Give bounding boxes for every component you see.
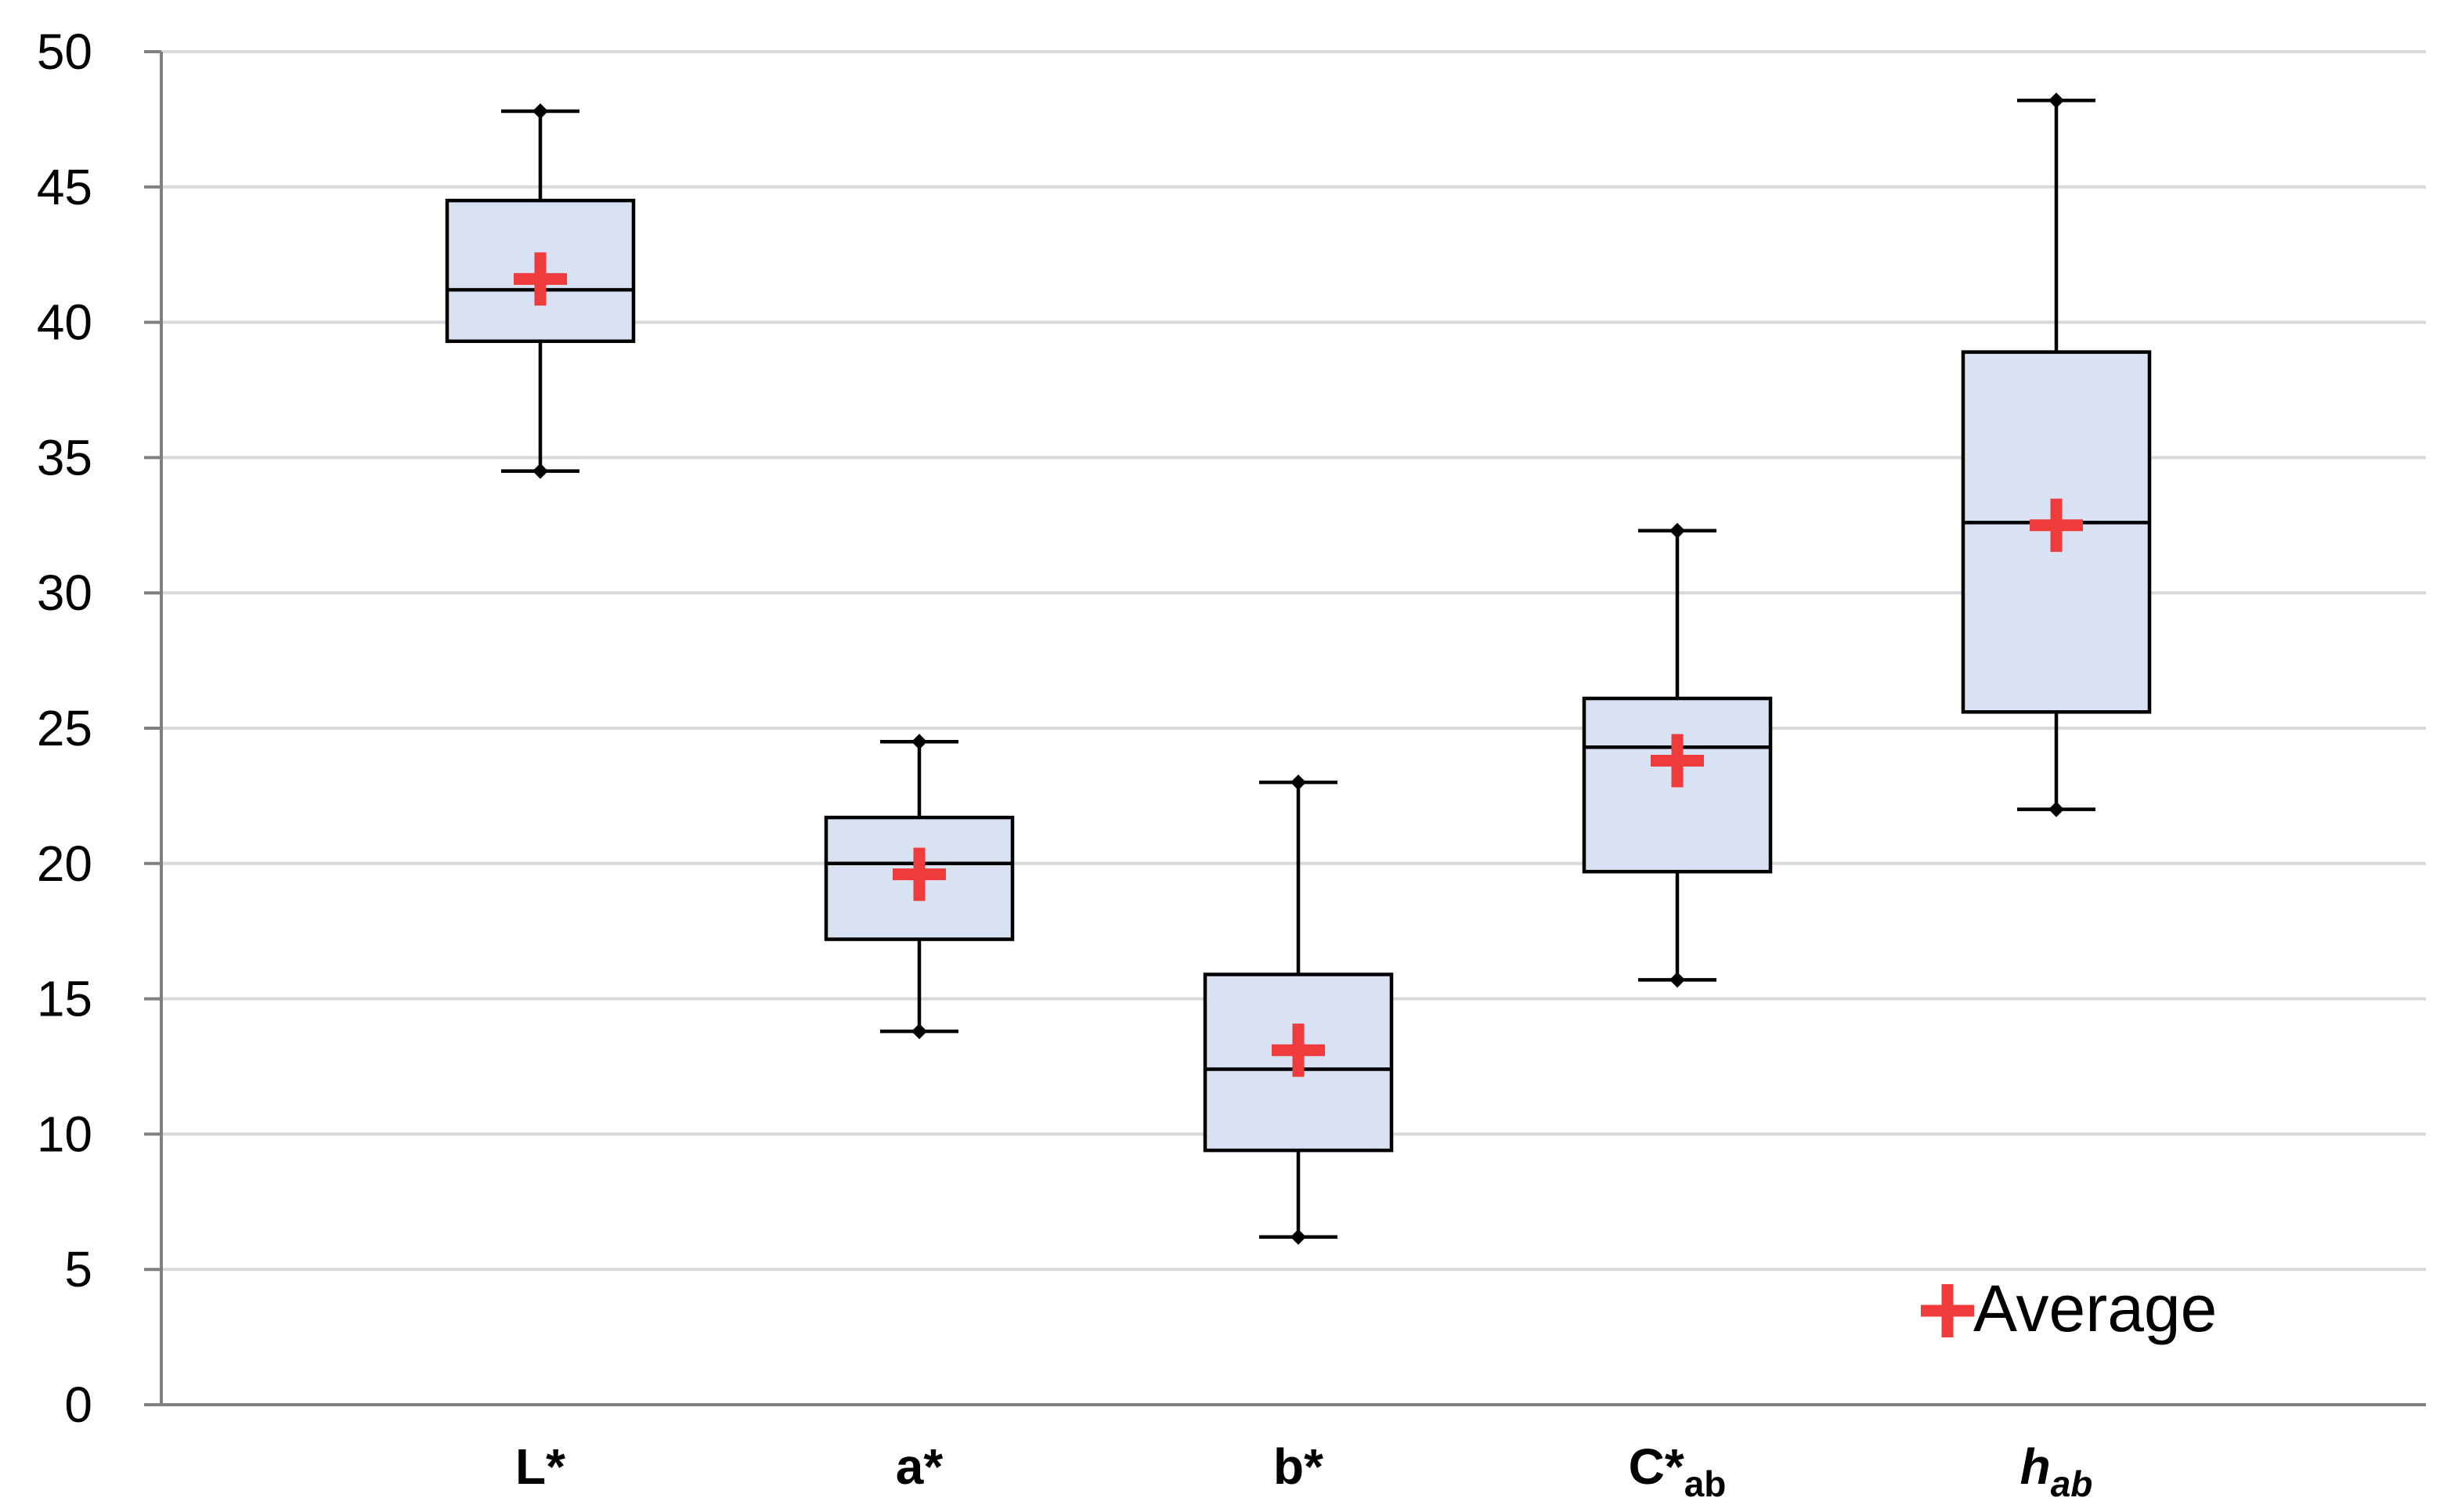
y-tick-label: 15 <box>37 971 92 1027</box>
box-4 <box>1582 522 1773 988</box>
legend: Average <box>1921 1272 2217 1345</box>
mean-marker <box>893 847 946 901</box>
min-marker <box>532 463 548 479</box>
mean-marker <box>1272 1023 1325 1077</box>
y-tick-label: 50 <box>37 23 92 80</box>
x-label-3: b* <box>1273 1438 1323 1495</box>
box-1 <box>445 103 636 479</box>
y-tick-label: 5 <box>64 1241 92 1297</box>
legend-label: Average <box>1973 1272 2217 1345</box>
x-label-1: L* <box>515 1438 565 1495</box>
box-5 <box>1961 92 2152 817</box>
y-tick-label: 40 <box>37 294 92 351</box>
mean-marker-v <box>1671 734 1684 788</box>
mean-marker <box>514 252 567 306</box>
y-tick-label: 0 <box>64 1377 92 1433</box>
y-tick-label: 35 <box>37 429 92 485</box>
mean-marker-v <box>534 252 547 306</box>
y-tick-label: 25 <box>37 700 92 756</box>
y-tick-label: 20 <box>37 835 92 892</box>
x-label-4: C*ab <box>1629 1438 1727 1504</box>
mean-marker <box>2030 498 2083 552</box>
legend-average-marker <box>1921 1284 1974 1337</box>
max-marker <box>2048 92 2064 109</box>
legend-plus-v <box>1941 1284 1954 1337</box>
y-tick-label: 30 <box>37 565 92 621</box>
mean-marker-v <box>913 847 926 901</box>
max-marker <box>532 103 548 120</box>
min-marker <box>1290 1229 1306 1245</box>
min-marker <box>2048 801 2064 817</box>
mean-marker-v <box>2050 498 2063 552</box>
min-marker <box>911 1023 927 1040</box>
mean-marker <box>1651 734 1704 788</box>
box-3 <box>1203 774 1394 1245</box>
x-axis-labels: L* a* b* C*ab hab <box>515 1438 2092 1504</box>
y-tick-label: 45 <box>37 159 92 215</box>
max-marker <box>1669 522 1685 539</box>
box-series <box>445 92 2152 1245</box>
box-2 <box>824 734 1015 1040</box>
y-axis-ticks: 0 5 10 15 20 25 30 35 40 45 50 <box>37 23 161 1433</box>
x-label-5: hab <box>2020 1438 2093 1504</box>
mean-marker-v <box>1292 1023 1305 1077</box>
min-marker <box>1669 972 1685 988</box>
max-marker <box>911 734 927 750</box>
legend-plus <box>1921 1284 1974 1337</box>
max-marker <box>1290 774 1306 791</box>
x-label-2: a* <box>896 1438 944 1495</box>
y-tick-label: 10 <box>37 1106 92 1162</box>
